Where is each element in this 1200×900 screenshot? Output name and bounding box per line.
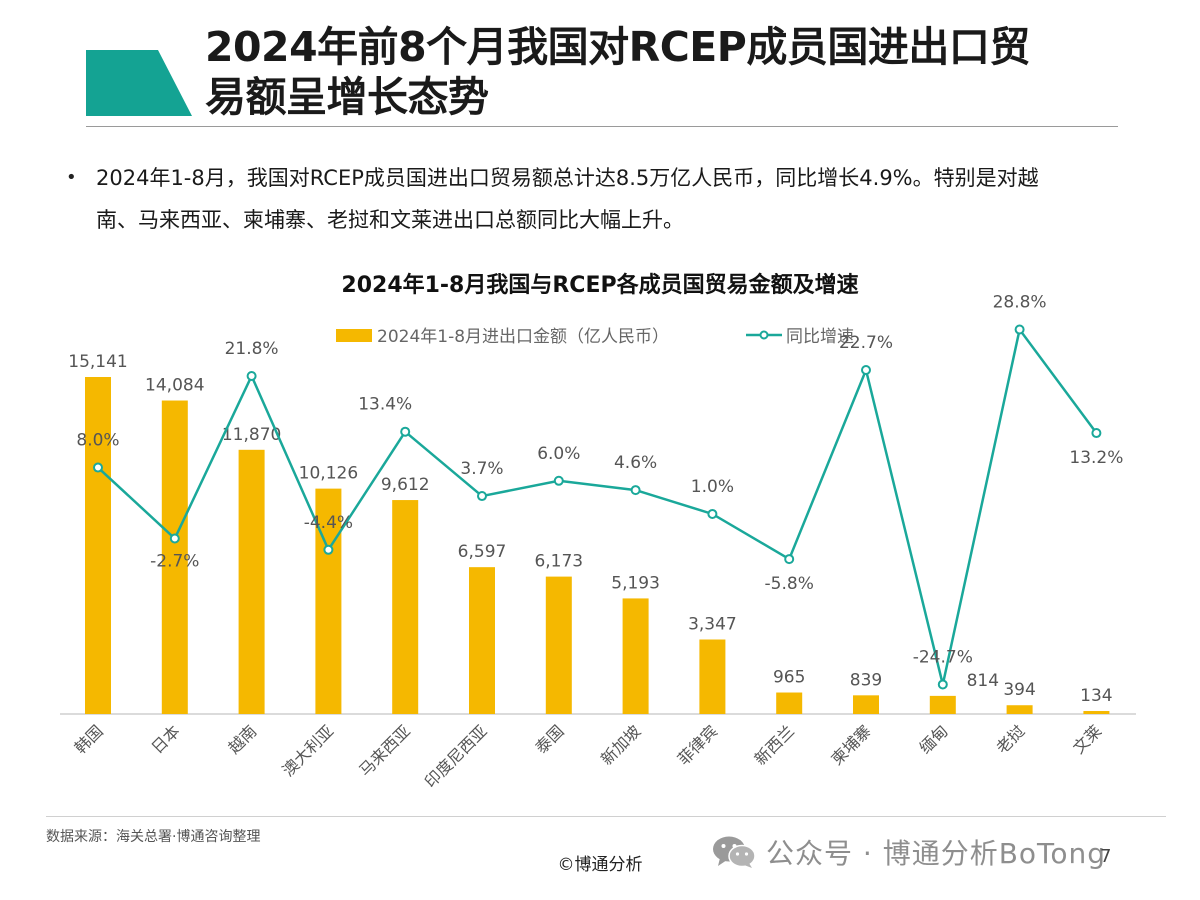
- bar-缅甸: [929, 695, 956, 714]
- x-tick-label: 印度尼西亚: [421, 721, 491, 791]
- footer-divider: [46, 816, 1166, 817]
- x-tick-label: 新西兰: [751, 721, 798, 768]
- bar-value-label: 134: [1080, 686, 1112, 706]
- bar-value-label: 10,126: [299, 464, 358, 484]
- legend-line-marker: [759, 330, 769, 340]
- growth-value-label: 13.2%: [1069, 448, 1123, 468]
- bar-新西兰: [776, 692, 803, 714]
- growth-point-马来西亚: [400, 426, 411, 437]
- bar-泰国: [545, 576, 572, 714]
- growth-line: [97, 326, 1098, 685]
- slide-title-line2: 易额呈增长态势: [205, 73, 489, 121]
- slide-title-line1: 2024年前8个月我国对RCEP成员国进出口贸: [205, 23, 1030, 71]
- growth-value-label: -24.7%: [913, 647, 973, 667]
- growth-point-缅甸: [937, 679, 948, 690]
- bar-value-label: 11,870: [222, 425, 281, 445]
- copyright-text: ©博通分析: [557, 855, 643, 875]
- wechat-account-watermark: 公众号 · 博通分析BoTong: [712, 834, 1106, 870]
- bar-value-label: 3,347: [688, 615, 737, 635]
- growth-value-label: 28.8%: [993, 293, 1047, 313]
- bar-value-label: 839: [850, 670, 882, 690]
- x-tick-label: 韩国: [71, 721, 107, 757]
- x-tick-label: 澳大利亚: [279, 721, 338, 780]
- x-tick-label: 柬埔寨: [827, 721, 874, 768]
- x-tick-label: 越南: [224, 721, 260, 757]
- growth-point-印度尼西亚: [477, 491, 487, 502]
- growth-value-label: -5.8%: [765, 574, 814, 594]
- x-tick-label: 新加坡: [597, 721, 644, 768]
- bar-澳大利亚: [315, 488, 342, 714]
- bar-老挝: [1006, 705, 1033, 714]
- bar-value-label: 965: [773, 668, 805, 688]
- bar-文莱: [1083, 711, 1110, 714]
- bar-韩国: [85, 377, 111, 714]
- growth-value-label: -4.4%: [304, 513, 353, 533]
- x-tick-label: 日本: [148, 721, 184, 757]
- growth-value-label: 6.0%: [537, 444, 580, 464]
- title-accent-parallelogram: [86, 50, 192, 116]
- x-tick-label: 泰国: [532, 721, 568, 757]
- bar-新加坡: [622, 598, 649, 714]
- wechat-account-label: 公众号 · 博通分析BoTong: [766, 837, 1107, 870]
- growth-value-label: 1.0%: [691, 477, 734, 497]
- growth-point-新西兰: [784, 554, 795, 565]
- growth-point-澳大利亚: [323, 544, 334, 555]
- title-divider: [86, 126, 1118, 127]
- growth-value-label: 22.7%: [839, 333, 893, 353]
- x-tick-label: 菲律宾: [674, 721, 721, 768]
- wechat-icon: [713, 836, 756, 868]
- bar-日本: [161, 400, 188, 714]
- growth-value-label: 8.0%: [76, 431, 119, 451]
- legend-bar-label: 2024年1-8月进出口金额（亿人民币）: [377, 327, 669, 347]
- growth-point-韩国: [93, 462, 103, 473]
- growth-point-菲律宾: [707, 508, 718, 519]
- slide-title: 2024年前8个月我国对RCEP成员国进出口贸 易额呈增长态势: [205, 22, 1165, 122]
- bar-马来西亚: [392, 500, 419, 714]
- bar-value-label: 5,193: [611, 573, 660, 593]
- summary-bullet: 2024年1-8月，我国对RCEP成员国进出口贸易额总计达8.5万亿人民币，同比…: [96, 157, 1146, 241]
- growth-point-日本: [169, 533, 180, 544]
- growth-value-label: 3.7%: [460, 459, 503, 479]
- legend-line-label: 同比增速: [786, 327, 854, 347]
- bar-印度尼西亚: [469, 567, 495, 714]
- x-tick-label: 文莱: [1069, 721, 1105, 757]
- page-number: 7: [1100, 846, 1112, 867]
- bar-value-label: 14,084: [145, 376, 204, 396]
- bar-value-label: 9,612: [381, 475, 430, 495]
- bar-越南: [238, 449, 265, 714]
- data-source-note: 数据来源：海关总署·博通咨询整理: [46, 829, 261, 845]
- x-tick-label: 马来西亚: [355, 721, 414, 780]
- bar-柬埔寨: [853, 695, 879, 714]
- bar-value-label: 15,141: [68, 352, 127, 372]
- growth-point-文莱: [1091, 428, 1102, 439]
- chart-title: 2024年1-8月我国与RCEP各成员国贸易金额及增速: [341, 273, 859, 298]
- bar-value-label: 394: [1003, 680, 1035, 700]
- bar-菲律宾: [699, 639, 726, 714]
- x-tick-label: 老挝: [992, 721, 1028, 757]
- growth-value-label: -2.7%: [150, 552, 199, 572]
- chart-legend: 2024年1-8月进出口金额（亿人民币） 同比增速: [336, 327, 854, 347]
- growth-point-老挝: [1014, 324, 1025, 335]
- bullet-marker: •: [66, 167, 77, 188]
- growth-point-越南: [246, 370, 257, 381]
- summary-line1: 2024年1-8月，我国对RCEP成员国进出口贸易额总计达8.5万亿人民币，同比…: [96, 166, 1039, 190]
- summary-line2: 南、马来西亚、柬埔寨、老挝和文莱进出口总额同比大幅上升。: [96, 208, 684, 232]
- growth-point-柬埔寨: [861, 365, 871, 376]
- growth-point-新加坡: [630, 485, 641, 496]
- bar-value-label: 6,597: [458, 542, 507, 562]
- growth-value-label: 13.4%: [358, 395, 412, 415]
- bar-value-label: 814: [967, 671, 999, 691]
- bar-value-label: 6,173: [534, 552, 583, 572]
- legend-bar-swatch: [336, 329, 372, 342]
- growth-point-泰国: [553, 475, 564, 486]
- growth-value-label: 21.8%: [225, 339, 279, 359]
- growth-value-label: 4.6%: [614, 453, 657, 473]
- x-tick-label: 缅甸: [916, 721, 952, 757]
